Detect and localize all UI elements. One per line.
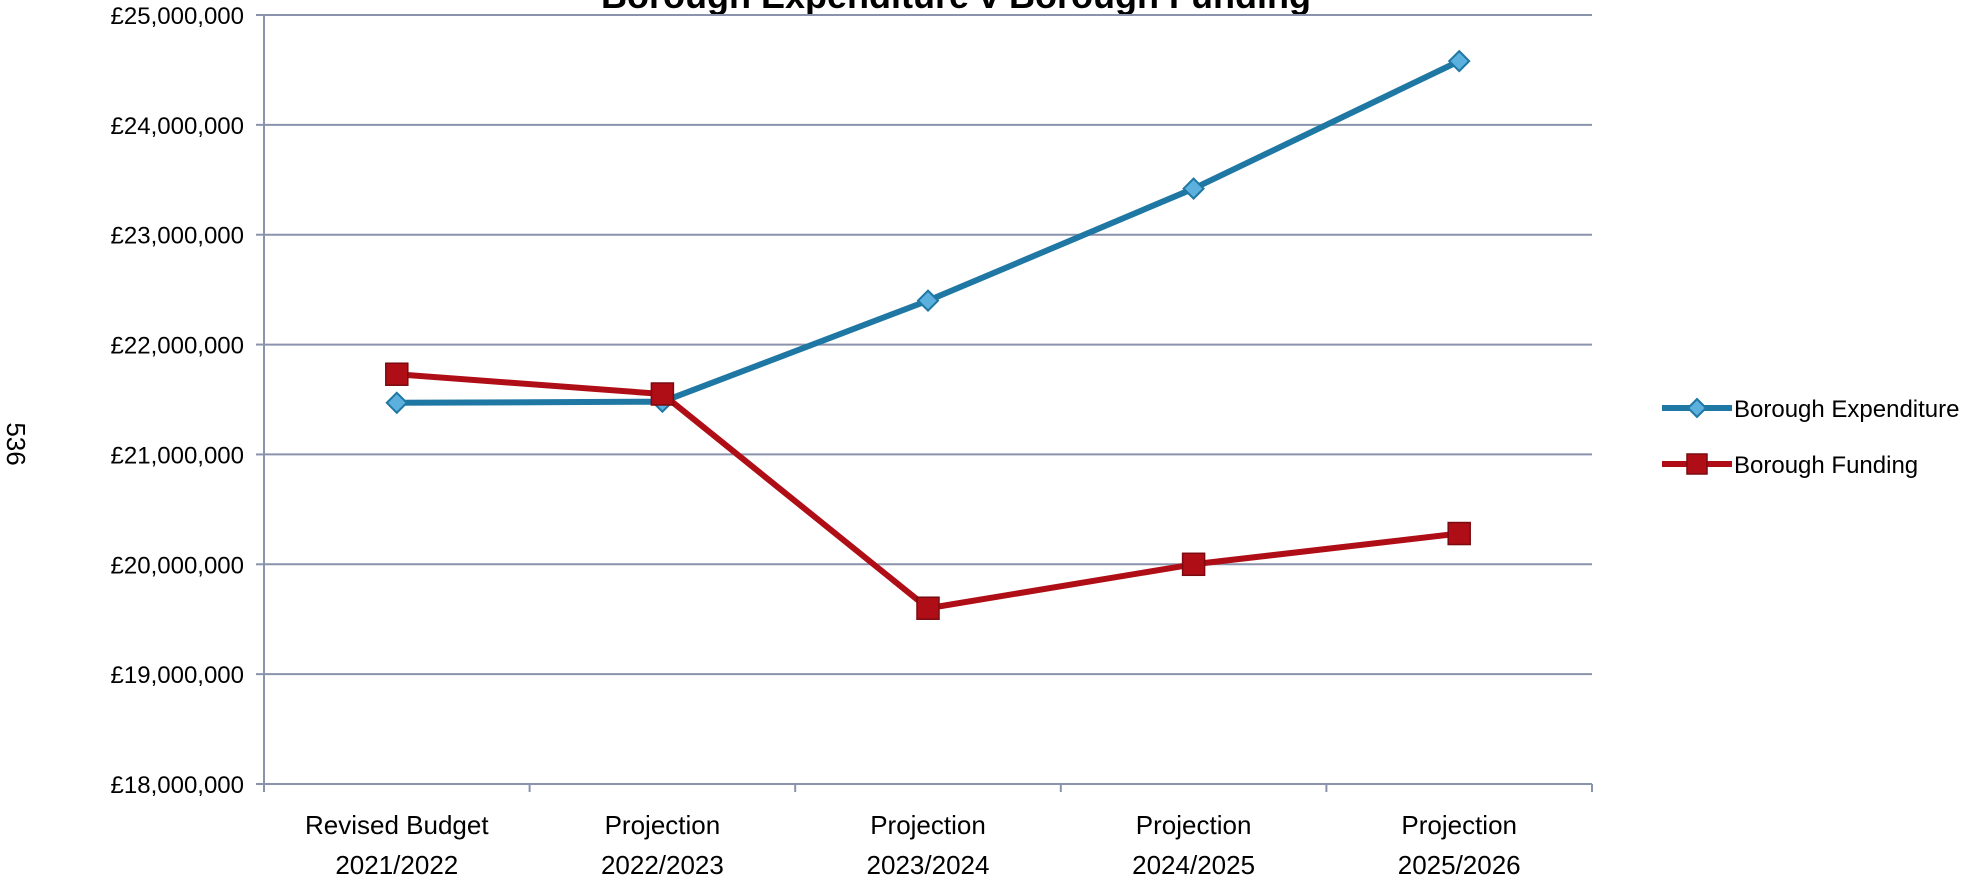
y-axis-tick-labels: £18,000,000 £19,000,000 £20,000,000 £21,000… [111,3,244,799]
y-tick-label: £25,000,000 [111,3,244,30]
data-point-marker [650,382,675,406]
y-tick-label: £19,000,000 [111,662,244,689]
y-tick-label: £21,000,000 [111,442,244,469]
x-axis-tick-labels: Revised Budget 2021/2022 Projection 2022/20… [305,810,1521,880]
data-point-marker [1181,552,1206,577]
legend-item: Borough Funding [1662,452,1918,479]
y-tick-label: £18,000,000 [111,772,244,799]
x-tick-label-line: Projection [605,810,721,840]
legend: Borough Expenditure Borough Funding [1662,396,1960,479]
x-tick-label-line: 2023/2024 [867,850,990,880]
series-line [396,58,1461,406]
page-number: 536 [1,422,31,465]
legend-label: Borough Expenditure [1734,396,1960,423]
legend-marker [1686,397,1708,419]
series-borough-expenditure [385,49,1471,415]
data-point-marker [385,391,409,415]
y-tick-label: £20,000,000 [111,552,244,579]
data-point-marker [1447,49,1471,73]
series-line [396,371,1460,612]
legend-marker [1686,453,1708,475]
data-point-marker [916,596,940,620]
data-point-marker [385,362,409,386]
x-tick-label: Revised Budget 2021/2022 [305,810,489,880]
x-tick-label: Projection 2023/2024 [867,810,990,880]
data-point-marker [916,289,940,313]
x-tick-label-line: Projection [1401,810,1517,840]
data-point-marker [1182,177,1206,200]
x-tick-label: Projection 2025/2026 [1398,810,1521,880]
axes [256,14,1593,792]
x-tick-label-line: Revised Budget [305,810,489,840]
legend-label: Borough Funding [1734,452,1918,479]
gridlines [264,14,1592,676]
y-tick-label: £24,000,000 [111,113,244,140]
x-tick-label-line: Projection [870,810,986,840]
series-borough-funding [385,362,1471,620]
x-tick-label-line: 2024/2025 [1132,850,1255,880]
chart-title: Borough Expenditure v Borough Funding [601,0,1311,16]
y-tick-label: £23,000,000 [111,223,244,250]
x-tick-label-line: 2022/2023 [601,850,724,880]
x-tick-label-line: 2021/2022 [335,850,458,880]
data-point-marker [1447,521,1471,546]
legend-item: Borough Expenditure [1662,396,1960,423]
x-tick-label: Projection 2022/2023 [601,810,724,880]
x-tick-label-line: 2025/2026 [1398,850,1521,880]
series-layer [385,49,1471,620]
x-tick-label-line: Projection [1136,810,1252,840]
y-tick-label: £22,000,000 [111,333,244,360]
x-tick-label: Projection 2024/2025 [1132,810,1255,880]
